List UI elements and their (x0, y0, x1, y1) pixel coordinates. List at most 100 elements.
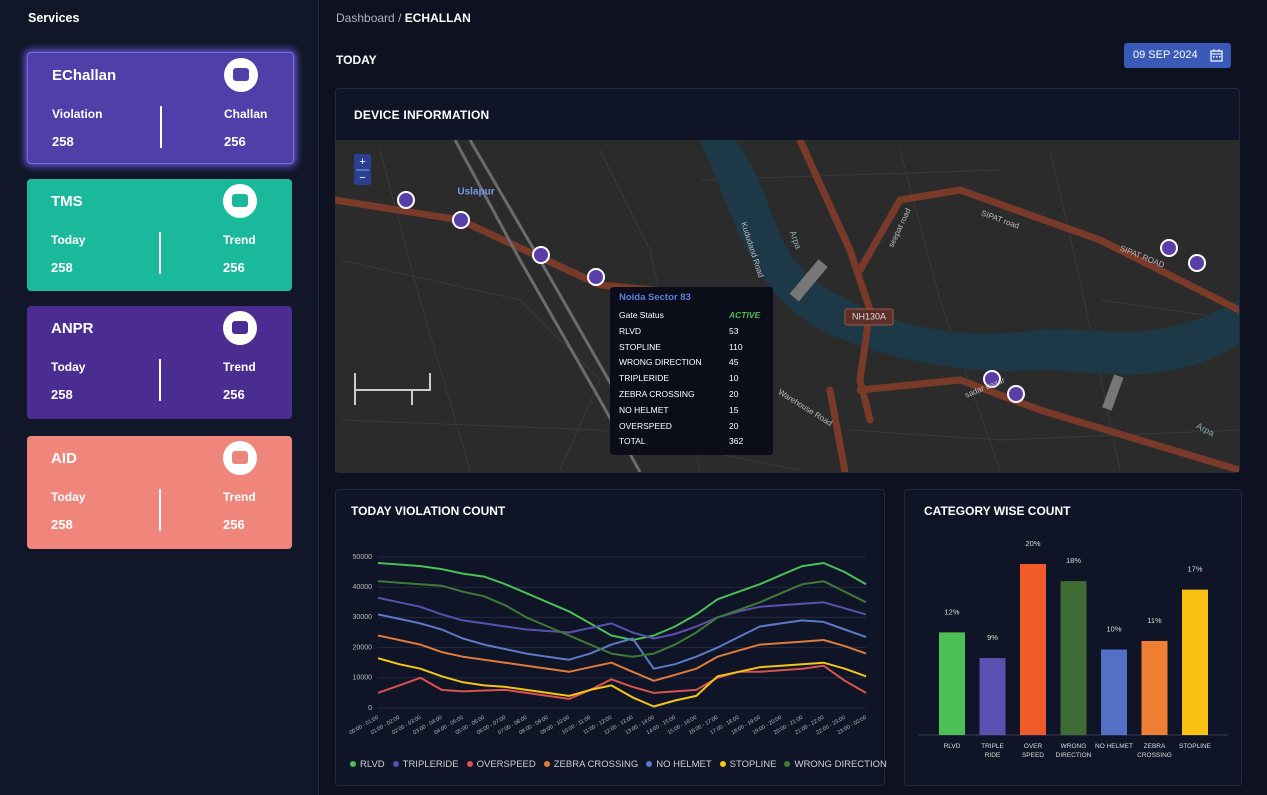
card-right-label: Trend (223, 233, 256, 247)
legend: RLVD TRIPLERIDE OVERSPEED ZEBRA CROSSING NO … (350, 754, 895, 772)
date-text: 09 SEP 2024 (1133, 49, 1198, 61)
y-tick-label: 10000 (353, 675, 373, 682)
bar-value-label: 17% (1187, 565, 1202, 574)
zoom-out[interactable]: − (359, 172, 365, 184)
legend-label: STOPLINE (729, 758, 777, 770)
legend-item[interactable]: TRIPLERIDE (392, 758, 459, 770)
tooltip-value: 20 (729, 420, 739, 431)
legend-label: ZEBRA CROSSING (553, 758, 639, 770)
legend-swatch (543, 761, 550, 767)
road-badge (844, 308, 894, 326)
tooltip-value: 20 (729, 389, 739, 399)
x-tick-label: STOPLINE (1178, 743, 1212, 750)
breadcrumb-parent[interactable]: Dashboard (336, 11, 395, 25)
legend-item[interactable]: RLVD (350, 759, 385, 770)
panel-title: DEVICE INFORMATION (354, 108, 490, 122)
series-line (377, 613, 867, 670)
tooltip-value: ACTIVE (729, 310, 761, 320)
scale-bar (354, 373, 431, 405)
legend-swatch (350, 761, 356, 767)
card-left-value: 258 (51, 387, 73, 402)
card-icon (223, 441, 257, 475)
card-icon (223, 184, 257, 218)
series-line (377, 657, 867, 708)
breadcrumb-current: ECHALLAN (404, 11, 471, 25)
legend-item[interactable]: WRONG DIRECTION (784, 759, 887, 770)
service-card[interactable]: AID Today 258 Trend 256 (27, 436, 292, 549)
card-left-value: 258 (51, 260, 73, 275)
legend-item[interactable]: NO HELMET (646, 758, 712, 770)
service-card[interactable]: ANPR Today 258 Trend 256 (27, 306, 292, 419)
map-pins[interactable] (397, 191, 1206, 403)
x-tick-label: TRIPLE RIDE (981, 743, 1004, 759)
tooltip-label: Gate Status (619, 310, 664, 320)
tooltip-label: NO HELMET (619, 404, 669, 415)
legend-item[interactable]: OVERSPEED (466, 758, 536, 770)
card-title: ANPR (51, 320, 94, 337)
x-tick-label: ZEBRA CROSSING (1137, 743, 1172, 759)
x-tick-label: WRONG DIRECTION (1055, 743, 1092, 759)
bar-value-label: 12% (944, 607, 959, 616)
breadcrumb-separator: / (398, 11, 402, 25)
zoom-in[interactable]: + (359, 156, 365, 168)
legend-label: OVERSPEED (476, 758, 536, 770)
series-line (377, 562, 867, 641)
bar (1141, 640, 1168, 735)
card-right-value: 256 (224, 134, 246, 149)
tooltip-label: WRONG DIRECTION (619, 357, 702, 368)
series-line (377, 634, 867, 682)
chart-title: TODAY VIOLATION COUNT (351, 504, 506, 518)
card-left-value: 258 (51, 517, 73, 532)
bar (1182, 589, 1208, 735)
card-title: TMS (51, 193, 83, 210)
card-right-label: Trend (223, 490, 256, 504)
series-line (377, 580, 867, 658)
tooltip-value: 362 (729, 436, 744, 447)
card-left-label: Today (51, 360, 86, 374)
legend-swatch (784, 761, 791, 767)
x-tick-label: OVER SPEED (1021, 743, 1045, 759)
calendar-icon (1210, 49, 1223, 62)
map-label: Uslapur (457, 187, 494, 198)
card-left-label: Today (51, 490, 86, 504)
card-right-value: 256 (223, 260, 245, 275)
legend-swatch (466, 761, 473, 767)
legend-label: TRIPLERIDE (402, 758, 459, 770)
bar (939, 632, 965, 735)
card-title: AID (51, 450, 77, 467)
legend-item[interactable]: STOPLINE (719, 758, 777, 770)
series-line (377, 596, 867, 640)
card-divider (159, 232, 161, 274)
legend-item[interactable]: ZEBRA CROSSING (543, 758, 639, 770)
device-tooltip: Noida Sector 83 Gate Status ACTIVE RLVD 53 S… (610, 287, 773, 455)
tooltip-value: 45 (729, 357, 739, 368)
card-right-value: 256 (223, 387, 245, 402)
service-card[interactable]: TMS Today 258 Trend 256 (27, 179, 292, 291)
service-card[interactable]: EChallan Violation 258 Challan 256 (27, 52, 294, 164)
tooltip-value: 15 (729, 404, 739, 415)
x-tick-label: NO HELMET (1095, 743, 1133, 750)
bar-value-label: 20% (1025, 539, 1040, 548)
tooltip-label: TOTAL (619, 436, 646, 447)
date-picker[interactable]: 09 SEP 2024 (1124, 43, 1231, 68)
card-right-value: 256 (223, 517, 245, 532)
sidebar: Services EChallan Violation 258 Challan 256 T… (0, 0, 319, 795)
tooltip-label: OVERSPEED (619, 420, 672, 431)
legend-label: RLVD (360, 758, 385, 770)
card-title: EChallan (52, 67, 117, 84)
sidebar-title: Services (28, 11, 80, 25)
bar (979, 658, 1006, 735)
tooltip-label: RLVD (619, 325, 642, 336)
tooltip-label: TRIPLERIDE (619, 373, 670, 384)
card-icon-glyph (232, 451, 248, 464)
legend-label: NO HELMET (656, 758, 712, 770)
card-left-label: Violation (52, 107, 103, 121)
map-label: NH130A (852, 311, 886, 321)
tooltip-value: 53 (729, 325, 739, 336)
bar-value-label: 10% (1106, 624, 1121, 633)
bar-value-label: 9% (987, 633, 998, 642)
x-tick-label: RLVD (943, 743, 961, 750)
bar-value-label: 18% (1066, 556, 1081, 565)
